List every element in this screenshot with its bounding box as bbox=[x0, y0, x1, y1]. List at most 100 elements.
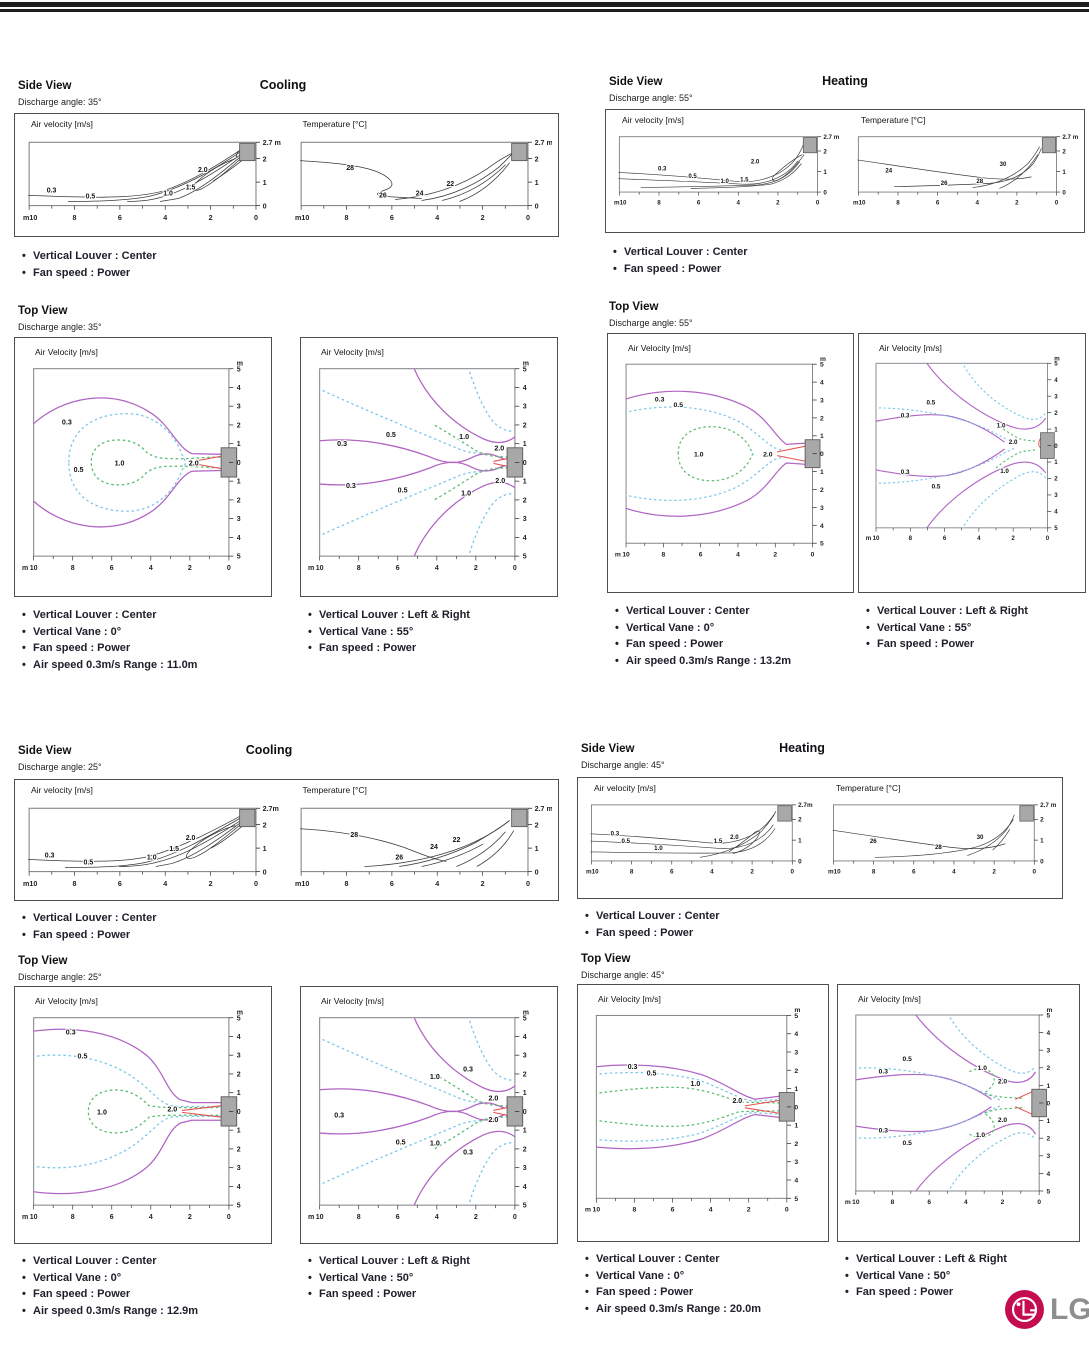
tick-label: 6 bbox=[927, 1199, 931, 1206]
contour-line bbox=[210, 826, 242, 849]
discharge-angle: Discharge angle: 45° bbox=[581, 760, 665, 770]
indoor-unit bbox=[802, 137, 818, 154]
contour-label: 0.3 bbox=[45, 852, 55, 859]
tick-label: 1 bbox=[823, 169, 827, 176]
mode-title: Cooling bbox=[245, 743, 293, 757]
tick-label: m10 bbox=[828, 869, 841, 876]
contour-label: 1.0 bbox=[1000, 468, 1009, 475]
contour-1.0 bbox=[87, 1089, 229, 1134]
tick-label: 4 bbox=[523, 1034, 527, 1041]
plot-frame bbox=[595, 1014, 788, 1199]
lg-logo: LG bbox=[1004, 1289, 1089, 1330]
tick-label: 0 bbox=[525, 880, 529, 888]
plot-title: Temperature [°C] bbox=[302, 785, 367, 795]
contour-label: 26 bbox=[395, 854, 403, 861]
tick-label: 0 bbox=[254, 880, 258, 888]
lg-logo-l-shape bbox=[1022, 1300, 1035, 1316]
plot-frame bbox=[857, 136, 1058, 193]
header-rule-bottom bbox=[0, 9, 1089, 12]
contour-line bbox=[772, 154, 805, 182]
tick-label: 4 bbox=[710, 869, 714, 876]
tick-label: 1 bbox=[263, 179, 267, 187]
tick-label: 1 bbox=[794, 1086, 798, 1093]
tick-label: 5 bbox=[523, 1015, 527, 1022]
y-axis-unit: m bbox=[820, 356, 826, 363]
tick-label: 1 bbox=[1046, 1083, 1050, 1090]
tick-label: 4 bbox=[737, 200, 741, 207]
contour-line bbox=[28, 816, 240, 862]
tick-label: 0 bbox=[794, 1104, 798, 1111]
contour-line bbox=[894, 148, 1042, 188]
tick-label: 4 bbox=[976, 200, 980, 207]
tick-label: 2 bbox=[523, 422, 527, 429]
indoor-unit bbox=[1031, 1088, 1047, 1118]
discharge-angle: Discharge angle: 25° bbox=[18, 972, 102, 982]
contour-0.3 bbox=[33, 397, 229, 528]
tick-label: 6 bbox=[697, 200, 701, 207]
lg-logo-eye-dot bbox=[1016, 1302, 1021, 1307]
x-axis-unit: m bbox=[845, 1199, 851, 1206]
tick-label: 0 bbox=[1037, 1199, 1041, 1206]
contour-line bbox=[590, 828, 776, 854]
contour-label: 22 bbox=[452, 837, 460, 844]
tick-label: m10 bbox=[23, 214, 37, 222]
contour-label: 2.0 bbox=[495, 477, 505, 485]
tick-label: 3 bbox=[237, 1053, 241, 1060]
top-view-heading: Top View bbox=[581, 953, 631, 965]
side-plot: Air velocity [m/s] 2.7 m 2 1 0 m10 8 6 4 2 0 0.3 0.5… bbox=[606, 110, 845, 232]
contour-line bbox=[690, 163, 802, 189]
tick-label: 6 bbox=[936, 200, 940, 207]
tick-label: 6 bbox=[670, 869, 674, 876]
contour-label: 0.3 bbox=[611, 831, 620, 838]
tick-label: 0 bbox=[523, 1109, 527, 1116]
tick-label: 6 bbox=[699, 551, 703, 558]
plot-title: Air Velocity [m/s] bbox=[321, 347, 384, 357]
y-axis-unit: m bbox=[523, 1009, 529, 1016]
tick-label: 5 bbox=[237, 1203, 241, 1210]
side-view-box: Air velocity [m/s] 2.7 m 2 1 0 m10 8 6 4 2 0 0.3 0.5… bbox=[605, 109, 1085, 233]
tick-label: 0 bbox=[254, 214, 258, 222]
side-view-bullets: Vertical Louver : CenterFan speed : Powe… bbox=[20, 248, 565, 281]
tick-label: 8 bbox=[891, 1199, 895, 1206]
bullet-item: Vertical Vane : 0° bbox=[20, 1270, 278, 1287]
plot-title: Air Velocity [m/s] bbox=[628, 343, 691, 353]
contour-0.3 bbox=[855, 1073, 992, 1133]
tick-label: 0 bbox=[237, 1109, 241, 1116]
bullet-item: Fan speed : Power bbox=[306, 1286, 564, 1303]
tick-label: 6 bbox=[389, 214, 393, 222]
plot-frame bbox=[28, 141, 257, 207]
tick-label: 2.7m bbox=[798, 802, 813, 809]
bullet-item: Vertical Louver : Center bbox=[613, 603, 860, 620]
top-view-box: Air Velocity [m/s] m 5 4 3 2 1 0 1 2 3 4 5 10 8 6 4 2 0 m 0.… bbox=[837, 984, 1080, 1242]
tick-label: 4 bbox=[435, 1214, 439, 1221]
bullet-item: Fan speed : Power bbox=[583, 925, 1069, 942]
tick-label: 8 bbox=[872, 869, 876, 876]
tick-label: 6 bbox=[389, 880, 393, 888]
header-rule-top bbox=[0, 2, 1089, 7]
contour-label: 2.0 bbox=[167, 1105, 177, 1113]
contour-label: 1.0 bbox=[97, 1108, 107, 1116]
tick-label: 8 bbox=[633, 1207, 637, 1214]
contour-label: 24 bbox=[430, 844, 438, 851]
tick-label: 5 bbox=[820, 541, 824, 548]
contour-label: 2.0 bbox=[998, 1079, 1008, 1086]
contour-0.5 bbox=[467, 1017, 513, 1206]
tick-label: 1 bbox=[1054, 426, 1058, 433]
contour-label: 1.0 bbox=[147, 854, 157, 861]
tick-label: 8 bbox=[344, 214, 348, 222]
tick-label: 2 bbox=[1015, 200, 1019, 207]
tick-label: m10 bbox=[853, 200, 866, 207]
tick-label: 6 bbox=[110, 565, 114, 572]
contour-line bbox=[299, 828, 446, 862]
tick-label: 1 bbox=[237, 1090, 241, 1097]
lg-logo-mark bbox=[1005, 1290, 1044, 1329]
contour-label: 1.5 bbox=[740, 177, 749, 183]
contour-label: 0.5 bbox=[78, 1053, 88, 1061]
top-view-bullets: Vertical Louver : CenterVertical Vane : … bbox=[20, 1253, 278, 1319]
side-plot: Air velocity [m/s] 2.7 m 2 1 0 m10 8 6 4 2 0 0.3 0.5… bbox=[15, 114, 287, 236]
top-view-bullets: Vertical Louver : Left & RightVertical V… bbox=[864, 603, 1089, 653]
contour-label: 28 bbox=[346, 165, 354, 172]
tick-label: 6 bbox=[110, 1214, 114, 1221]
bullet-item: Fan speed : Power bbox=[843, 1284, 1086, 1301]
